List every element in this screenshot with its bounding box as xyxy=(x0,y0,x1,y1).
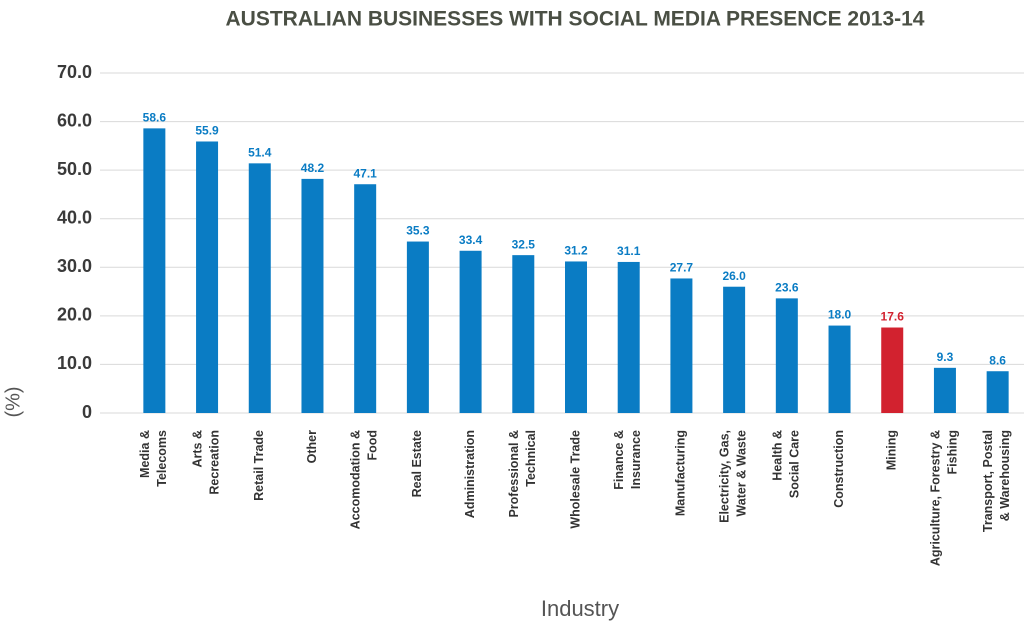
x-tick-label: Real Estate xyxy=(410,430,424,497)
x-tick-label: Retail Trade xyxy=(252,430,266,501)
bar xyxy=(881,327,904,413)
data-label: 27.7 xyxy=(670,261,694,275)
bar xyxy=(301,178,324,413)
data-label: 18.0 xyxy=(828,308,852,322)
bar xyxy=(617,261,640,413)
bar xyxy=(248,163,271,413)
x-tick-label: Construction xyxy=(832,430,846,508)
x-tick-label: Finance & Insurance xyxy=(613,430,644,490)
x-tick-label: Transport, Postal & Warehousing xyxy=(981,430,1012,532)
x-tick-label: Mining xyxy=(885,430,899,470)
x-tick-label: Administration xyxy=(463,430,477,518)
x-tick-label: Agriculture, Forestry & Fishing xyxy=(929,430,960,566)
x-tick-label: Wholesale Trade xyxy=(568,430,582,529)
bar xyxy=(565,261,587,413)
bar xyxy=(406,241,429,413)
data-label: 31.2 xyxy=(564,244,588,258)
data-label: 31.1 xyxy=(617,244,641,258)
data-label: 35.3 xyxy=(406,224,430,238)
bar xyxy=(196,141,219,413)
bar xyxy=(933,367,956,413)
y-tick-label: 70.0 xyxy=(57,62,92,82)
x-tick-label: Manufacturing xyxy=(674,430,688,516)
y-tick-label: 60.0 xyxy=(57,110,92,130)
x-tick-label: Arts & Recreation xyxy=(191,430,222,495)
bar xyxy=(670,278,693,413)
x-tick-label: Electricity, Gas, Water & Waste xyxy=(718,430,749,523)
x-axis-title: Industry xyxy=(541,596,619,621)
x-tick-label: Health & Social Care xyxy=(771,430,802,498)
x-tick-label: Accomodation & Food xyxy=(349,430,380,529)
data-label: 9.3 xyxy=(937,350,954,364)
bar xyxy=(143,128,166,413)
data-label: 33.4 xyxy=(459,233,483,247)
bar xyxy=(459,250,482,413)
y-tick-label: 10.0 xyxy=(57,353,92,373)
y-axis-title: (%) xyxy=(2,386,24,417)
bar xyxy=(775,298,798,413)
data-label: 8.6 xyxy=(989,353,1006,367)
bar xyxy=(986,371,1009,413)
y-tick-label: 20.0 xyxy=(57,305,92,325)
x-tick-label: Other xyxy=(305,430,319,463)
bar xyxy=(512,255,535,413)
bar xyxy=(723,286,746,413)
bar xyxy=(354,184,377,413)
data-label: 55.9 xyxy=(195,124,219,138)
data-label: 48.2 xyxy=(301,161,325,175)
y-tick-label: 50.0 xyxy=(57,159,92,179)
data-label: 51.4 xyxy=(248,146,272,160)
x-tick-label: Media & Telecoms xyxy=(138,430,169,487)
data-label: 17.6 xyxy=(881,310,905,324)
x-tick-label: Professional & Technical xyxy=(507,430,538,518)
data-label: 47.1 xyxy=(353,166,377,180)
data-label: 58.6 xyxy=(143,111,167,125)
data-label: 26.0 xyxy=(722,269,746,283)
y-tick-label: 40.0 xyxy=(57,207,92,227)
y-tick-label: 0 xyxy=(82,402,92,422)
chart-title: AUSTRALIAN BUSINESSES WITH SOCIAL MEDIA … xyxy=(226,8,925,31)
data-label: 23.6 xyxy=(775,281,799,295)
y-tick-label: 30.0 xyxy=(57,256,92,276)
data-label: 32.5 xyxy=(512,237,536,251)
bar xyxy=(828,325,851,413)
